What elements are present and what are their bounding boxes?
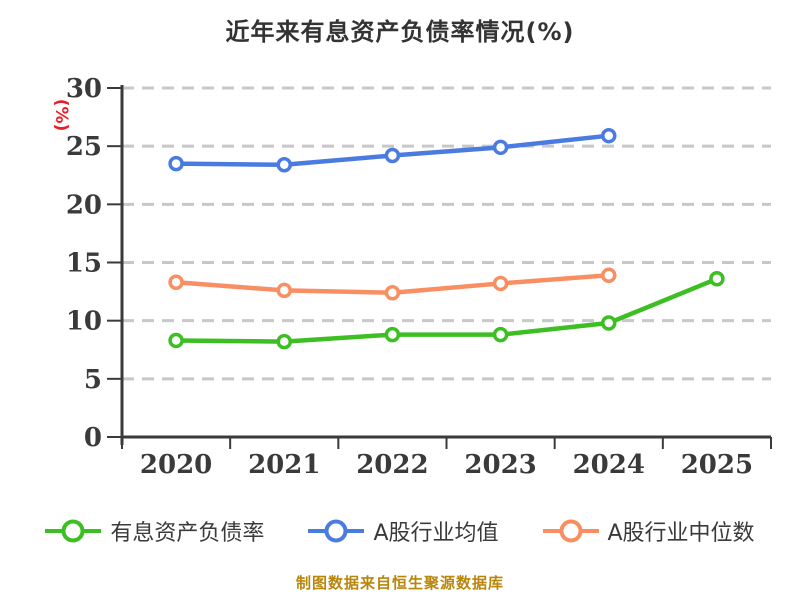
x-tick-label: 2025: [681, 450, 753, 480]
x-tick-label: 2021: [248, 450, 320, 480]
legend-label-industry-mean: A股行业均值: [373, 521, 499, 546]
data-point-series-2: [601, 267, 617, 284]
legend-label-company: 有息资产负债率: [110, 521, 265, 546]
data-point-series-2: [492, 275, 509, 292]
y-tick-label: 0: [84, 423, 102, 453]
x-tick-label: 2024: [573, 450, 645, 480]
data-point-series-2: [168, 274, 184, 291]
legend-marker-blue-icon: [308, 519, 365, 543]
data-point-series-2: [384, 284, 401, 301]
x-tick-label: 2022: [356, 450, 428, 480]
series-line-0: [176, 276, 718, 344]
data-point-series-0: [492, 326, 509, 343]
data-point-series-2: [276, 282, 292, 299]
legend-item-industry-mean: A股行业均值: [308, 515, 499, 547]
data-point-series-1: [168, 155, 184, 172]
data-point-series-0: [276, 333, 292, 350]
data-point-series-1: [601, 127, 617, 144]
y-tick-label: 15: [66, 249, 102, 279]
legend-item-industry-median: A股行业中位数: [542, 515, 755, 547]
y-tick-label: 30: [66, 74, 102, 104]
x-tick-label: 2023: [464, 450, 536, 480]
x-tick-label: 2020: [140, 450, 212, 480]
legend-marker-orange-icon: [542, 519, 599, 543]
y-tick-label: 25: [66, 132, 102, 162]
data-point-series-0: [384, 326, 401, 343]
data-point-series-0: [709, 271, 725, 287]
data-point-series-0: [601, 315, 617, 331]
y-tick-label: 20: [66, 190, 102, 220]
chart-legend: 有息资产负债率 A股行业均值 A股行业中位数: [0, 515, 800, 547]
data-point-series-1: [384, 147, 401, 164]
data-point-series-0: [168, 332, 184, 349]
legend-item-company: 有息资产负债率: [45, 515, 264, 547]
legend-label-industry-median: A股行业中位数: [607, 521, 755, 546]
data-point-series-1: [492, 139, 509, 156]
chart-title: 近年来有息资产负债率情况(%): [225, 18, 575, 46]
y-tick-label: 5: [84, 365, 102, 395]
y-tick-label: 10: [66, 307, 102, 337]
legend-marker-green-icon: [45, 519, 102, 543]
data-point-series-1: [276, 157, 292, 173]
data-source-caption: 制图数据来自恒生聚源数据库: [295, 574, 504, 592]
